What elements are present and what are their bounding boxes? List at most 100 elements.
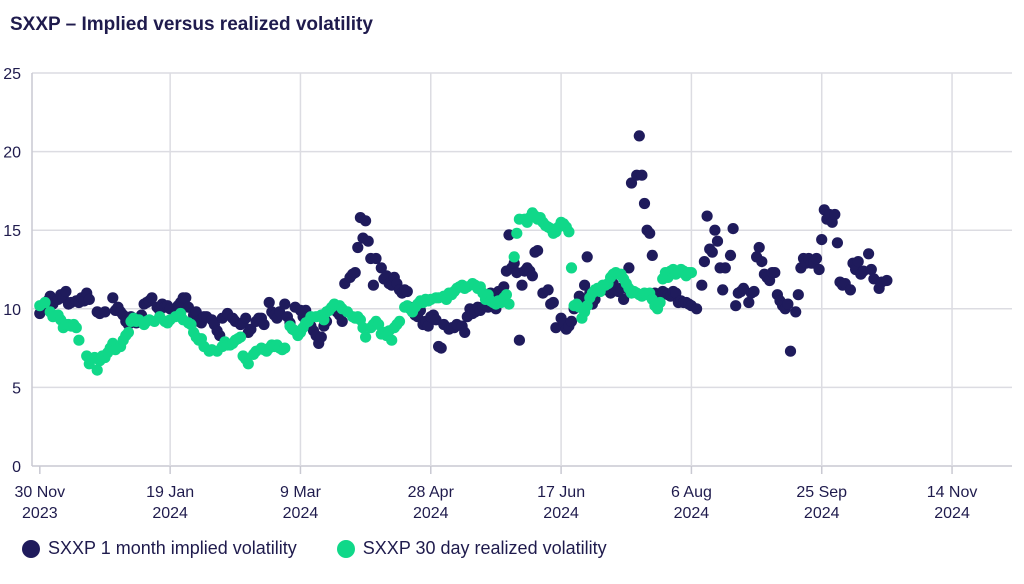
- implied-volatility-point: [60, 285, 72, 298]
- implied-volatility-point: [636, 169, 648, 181]
- implied-volatility-point: [852, 256, 864, 268]
- realized-volatility-point: [242, 358, 254, 370]
- chart-title: SXXP – Implied versus realized volatilit…: [10, 14, 373, 35]
- implied-volatility-point: [352, 241, 364, 254]
- implied-volatility-point: [769, 267, 781, 279]
- x-tick-label: 19 Jan: [146, 484, 194, 501]
- x-tick-year: 2024: [283, 505, 319, 522]
- implied-volatility-point: [370, 252, 382, 265]
- realized-volatility-point: [122, 326, 134, 338]
- x-tick-year: 2024: [152, 505, 188, 522]
- legend-marker-implied: [22, 539, 40, 558]
- implied-volatility-point: [844, 284, 857, 296]
- realized-volatility-point: [503, 298, 515, 310]
- implied-volatility-point: [547, 296, 559, 309]
- implied-volatility-point: [724, 249, 737, 261]
- implied-volatility-point: [422, 320, 434, 332]
- x-tick-year: 2024: [934, 505, 970, 522]
- realized-volatility-point: [393, 315, 406, 327]
- x-tick-year: 2024: [804, 505, 840, 522]
- legend-label-implied: SXXP 1 month implied volatility: [48, 538, 297, 558]
- implied-volatility-point: [881, 274, 893, 287]
- implied-volatility-point: [748, 285, 760, 298]
- x-tick-year: 2024: [674, 505, 710, 522]
- implied-volatility-point: [375, 262, 387, 274]
- x-tick-label: 25 Sep: [796, 484, 847, 501]
- implied-volatility-point: [753, 241, 765, 254]
- x-tick-year: 2023: [22, 505, 58, 522]
- legend-marker-realized: [336, 539, 355, 558]
- implied-volatility-point: [644, 227, 656, 239]
- implied-volatility-point: [646, 249, 658, 261]
- x-tick-label: 9 Mar: [280, 484, 322, 501]
- implied-volatility-point: [565, 315, 578, 327]
- implied-volatility-point: [711, 235, 724, 247]
- implied-volatility-point: [865, 263, 877, 276]
- realized-volatility-point: [565, 262, 578, 274]
- implied-volatility-point: [526, 270, 539, 282]
- realized-volatility-point: [357, 322, 369, 334]
- implied-volatility-point: [829, 208, 841, 221]
- implied-volatility-point: [240, 312, 252, 324]
- y-tick-label: 20: [3, 145, 21, 162]
- implied-volatility-point: [782, 298, 794, 310]
- implied-volatility-point: [633, 130, 645, 142]
- implied-volatility-point: [532, 245, 544, 257]
- implied-volatility-point: [146, 292, 158, 304]
- realized-volatility-point: [70, 322, 82, 334]
- implied-volatility-point: [401, 285, 413, 298]
- implied-volatility-point: [107, 292, 119, 304]
- x-tick-label: 30 Nov: [14, 484, 65, 501]
- implied-volatility-point: [581, 251, 593, 263]
- implied-volatility-point: [792, 289, 804, 301]
- implied-volatility-point: [579, 279, 591, 291]
- implied-volatility-point: [638, 197, 651, 210]
- realized-volatility-point: [360, 331, 372, 343]
- implied-volatility-point: [516, 279, 528, 291]
- implied-volatility-point: [706, 246, 718, 258]
- legend-item-implied[interactable]: SXXP 1 month implied volatility: [22, 538, 297, 559]
- realized-volatility-point: [500, 289, 512, 301]
- implied-volatility-point: [813, 263, 825, 276]
- y-tick-label: 10: [3, 302, 21, 319]
- implied-volatility-point: [784, 345, 797, 357]
- implied-volatility-point: [727, 223, 739, 235]
- realized-volatility-point: [386, 334, 398, 346]
- implied-volatility-point: [717, 284, 729, 296]
- realized-volatility-point: [654, 296, 666, 309]
- implied-volatility-point: [279, 298, 291, 310]
- implied-volatility-point: [83, 293, 95, 305]
- implied-volatility-point: [756, 256, 768, 268]
- implied-volatility-point: [360, 215, 372, 227]
- y-tick-label: 0: [12, 459, 21, 476]
- realized-volatility-point: [373, 318, 385, 331]
- implied-volatility-point: [180, 292, 192, 304]
- y-tick-label: 25: [3, 66, 21, 83]
- implied-volatility-point: [258, 318, 270, 331]
- implied-volatility-point: [459, 326, 471, 338]
- implied-volatility-point: [336, 315, 348, 327]
- implied-volatility-point: [542, 284, 554, 296]
- realized-volatility-point: [73, 334, 85, 346]
- implied-volatility-point: [618, 293, 630, 305]
- y-tick-label: 15: [3, 223, 21, 240]
- legend: SXXP 1 month implied volatility SXXP 30 …: [22, 538, 607, 559]
- realized-volatility-point: [685, 267, 698, 279]
- realized-volatility-point: [234, 331, 247, 343]
- realized-volatility-point: [511, 227, 523, 239]
- implied-volatility-point: [709, 224, 721, 236]
- x-tick-label: 28 Apr: [408, 484, 455, 501]
- implied-volatility-point: [701, 210, 713, 222]
- legend-item-realized[interactable]: SXXP 30 day realized volatility: [336, 538, 607, 559]
- y-axis-ticks: 0 5 10 15 20 25: [3, 66, 21, 476]
- implied-volatility-point: [315, 331, 327, 343]
- x-tick-label: 14 Nov: [927, 484, 978, 501]
- realized-volatility-point: [279, 342, 291, 354]
- x-axis-ticks: 30 Nov 2023 19 Jan 2024 9 Mar 2024 28 Apr 2024 1…: [14, 484, 977, 522]
- gridlines: [31, 72, 1012, 474]
- implied-volatility-point: [349, 267, 361, 279]
- implied-volatility-point: [816, 234, 828, 246]
- x-tick-label: 6 Aug: [671, 484, 712, 501]
- realized-volatility-series: [34, 207, 698, 376]
